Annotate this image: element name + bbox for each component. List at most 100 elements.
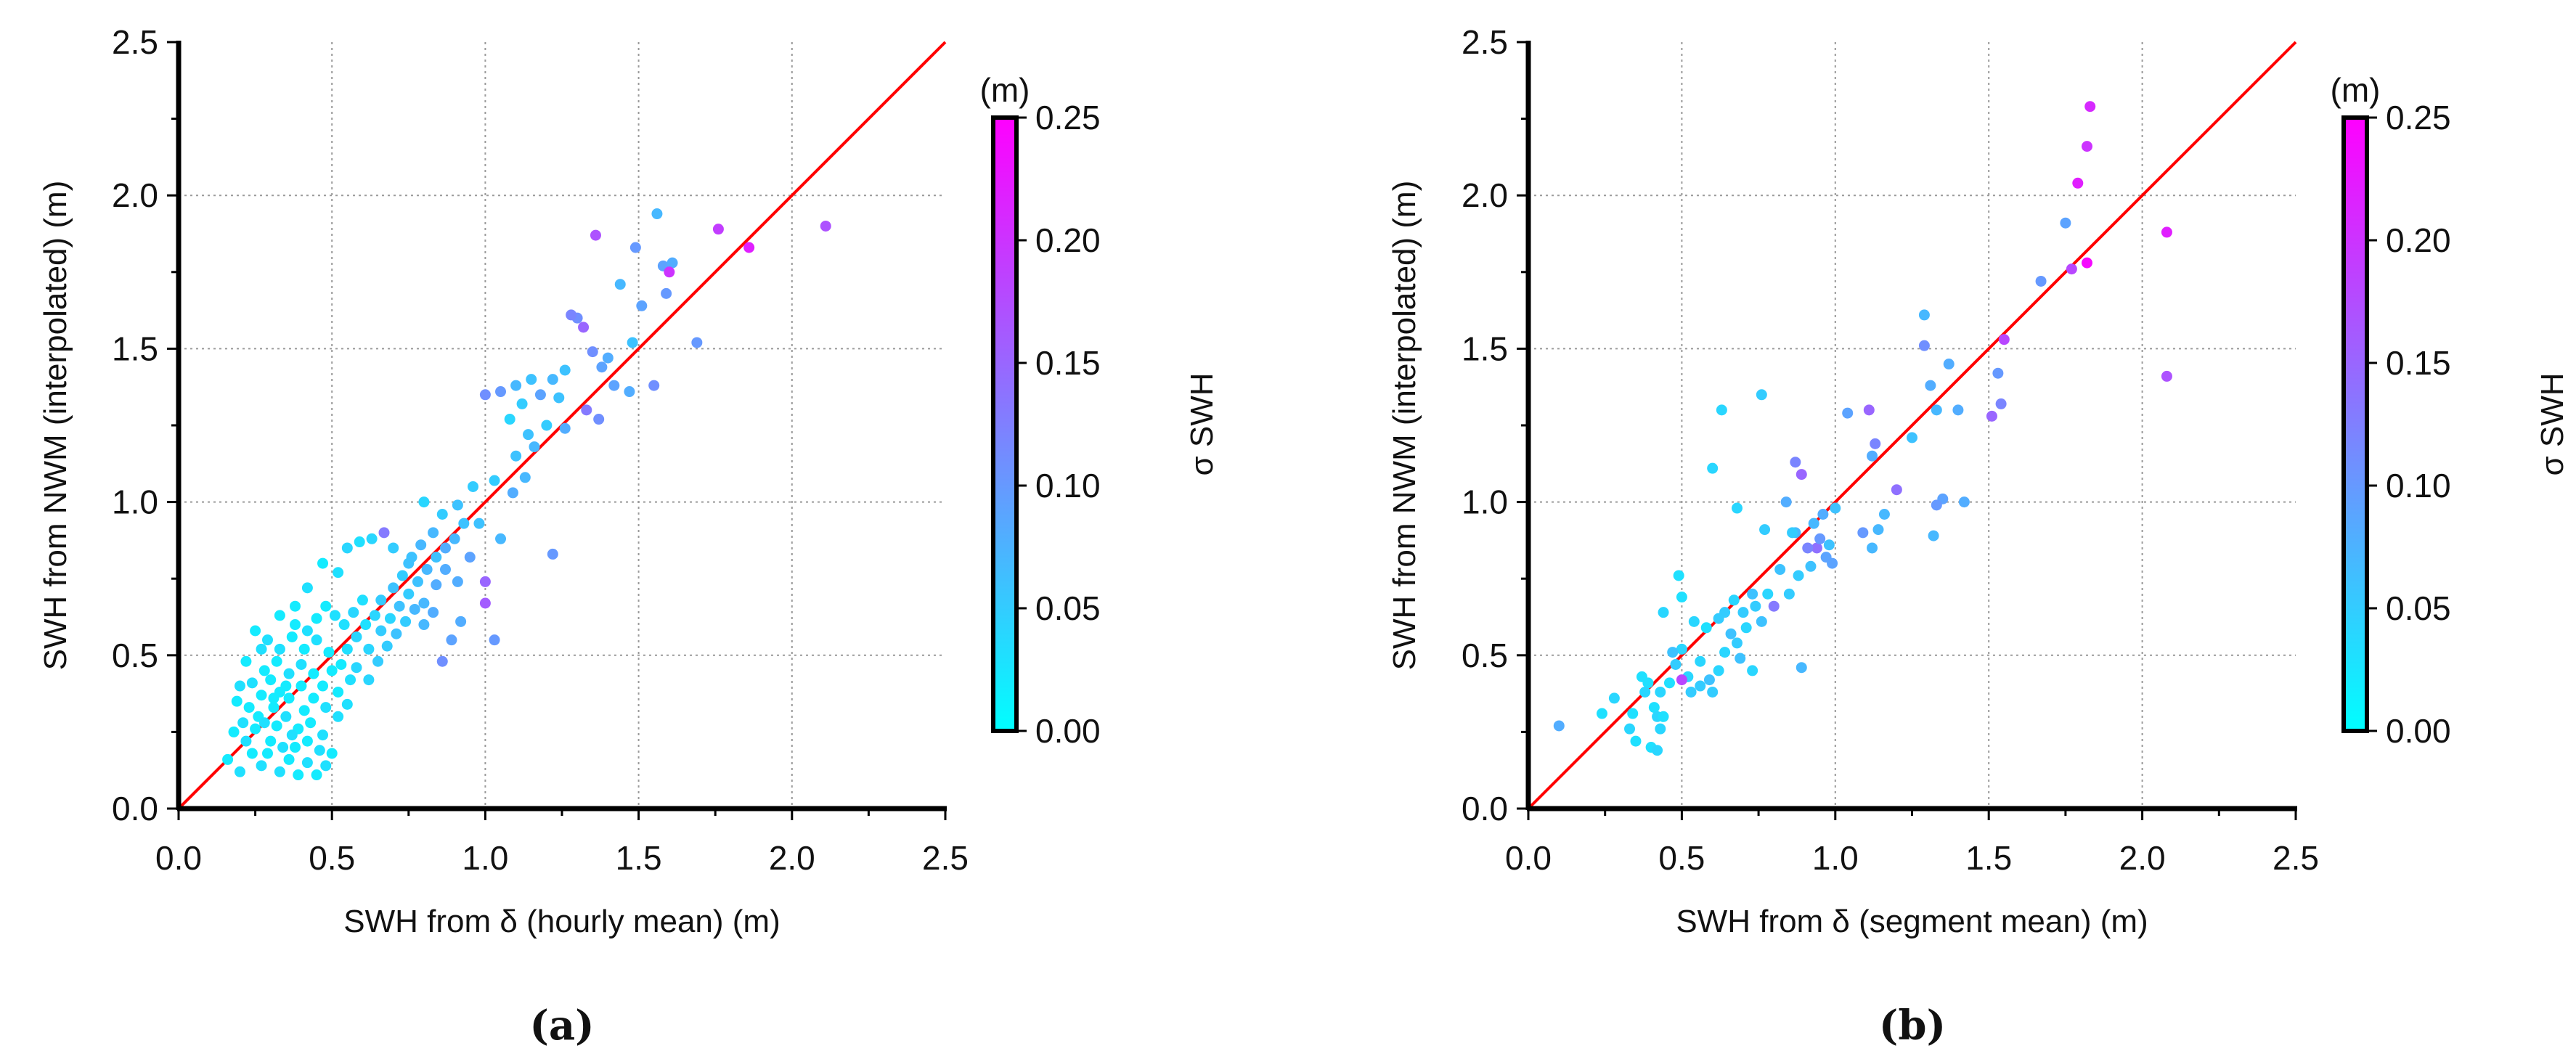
scatter-point (2161, 370, 2172, 382)
scatter-point (431, 579, 442, 591)
scatter-point (553, 392, 565, 404)
y-tick-label: 2.5 (1462, 23, 1508, 61)
scatter-point (2066, 263, 2077, 275)
scatter-point (1658, 607, 1669, 618)
scatter-point (1630, 735, 1642, 747)
scatter-point (581, 404, 592, 416)
colorbar-tick-label: 0.10 (2386, 467, 2451, 504)
scatter-point (391, 628, 402, 639)
scatter-point (363, 674, 375, 686)
scatter-point (271, 720, 282, 732)
scatter-point (261, 748, 273, 759)
scatter-point (277, 742, 289, 753)
scatter-point (636, 300, 648, 311)
scatter-point (1658, 711, 1669, 722)
scatter-point (1732, 637, 1743, 649)
scatter-point (256, 760, 267, 772)
scatter-point (1750, 600, 1761, 612)
scatter-point (495, 386, 507, 398)
colorbar-gradient (991, 115, 1019, 733)
x-tick-label: 2.0 (769, 839, 815, 877)
scatter-point (1735, 653, 1746, 664)
scatter-point (283, 753, 295, 765)
scatter-point (295, 680, 307, 692)
scatter-point (317, 729, 329, 741)
colorbar-tick-label: 0.20 (1035, 221, 1101, 259)
scatter-point (1787, 527, 1798, 539)
scatter-point (1863, 404, 1875, 416)
scatter-point (333, 711, 344, 722)
scatter-point (311, 769, 322, 781)
scatter-point (664, 266, 675, 278)
scatter-point (1867, 450, 1878, 462)
scatter-point (661, 287, 672, 299)
scatter-point (351, 631, 362, 642)
scatter-point (243, 702, 255, 714)
scatter-point (326, 748, 338, 759)
x-tick-label: 0.5 (309, 839, 355, 877)
colorbar-tick-label: 0.25 (2386, 99, 2451, 136)
scatter-point (1663, 677, 1675, 689)
scatter-point (314, 745, 325, 756)
scatter-point (1872, 524, 1884, 536)
scatter-point (301, 735, 313, 747)
y-tick-label: 2.0 (112, 176, 158, 214)
scatter-point (274, 643, 285, 655)
scatter-point (311, 613, 322, 624)
axes-frame (1517, 41, 2297, 820)
scatter-point (436, 508, 448, 520)
y-tick-label: 0.5 (112, 637, 158, 674)
scatter-point (320, 600, 332, 612)
scatter-points (222, 208, 831, 781)
scatter-point (280, 711, 292, 722)
scatter-point (246, 677, 258, 689)
scatter-point (1793, 570, 1804, 581)
scatter-point (648, 380, 660, 391)
scatter-point (566, 309, 577, 321)
colorbar: (m) σ SWH 0.00 0.05 0.10 0.15 0.20 0.25 (2331, 71, 2570, 750)
scatter-point (559, 422, 571, 434)
scatter-point (351, 662, 362, 674)
scatter-point (428, 527, 439, 539)
scatter-point (354, 536, 365, 548)
scatter-point (421, 564, 433, 576)
scatter-point (231, 695, 242, 707)
scatter-point (439, 564, 451, 576)
scatter-point (1756, 616, 1767, 627)
scatter-point (523, 429, 534, 441)
colorbar-tick-label: 0.05 (2386, 589, 2451, 627)
scatter-point (418, 619, 430, 631)
y-tick-label: 1.5 (112, 330, 158, 367)
scatter-point (1676, 592, 1687, 603)
scatter-point (559, 364, 571, 376)
scatter-point (439, 542, 451, 554)
colorbar-label: σ SWH (1184, 372, 1220, 475)
scatter-point (286, 631, 298, 642)
scatter-point (286, 729, 298, 741)
scatter-point (246, 748, 258, 759)
colorbar-label: σ SWH (2535, 372, 2570, 475)
scatter-point (363, 643, 375, 655)
scatter-point (320, 702, 332, 714)
scatter-point (293, 769, 304, 781)
y-tick-label: 1.0 (112, 483, 158, 521)
scatter-point (301, 757, 313, 769)
scatter-point (256, 643, 267, 655)
scatter-point (1867, 542, 1878, 554)
scatter-point (265, 735, 277, 747)
scatter-point (290, 600, 301, 612)
scatter-point (341, 542, 353, 554)
scatter-point (320, 760, 332, 772)
y-tick-label: 1.5 (1462, 330, 1508, 367)
scatter-point (403, 588, 415, 600)
scatter-point (305, 717, 317, 729)
scatter-point (222, 753, 234, 765)
scatter-point (323, 647, 335, 658)
y-tick-label: 0.0 (1462, 790, 1508, 827)
scatter-point (1639, 686, 1651, 698)
scatter-point (1740, 622, 1752, 634)
scatter-point (326, 665, 338, 676)
scatter-point (446, 634, 457, 646)
scatter-point (1817, 508, 1829, 520)
scatter-point (1925, 380, 1936, 391)
